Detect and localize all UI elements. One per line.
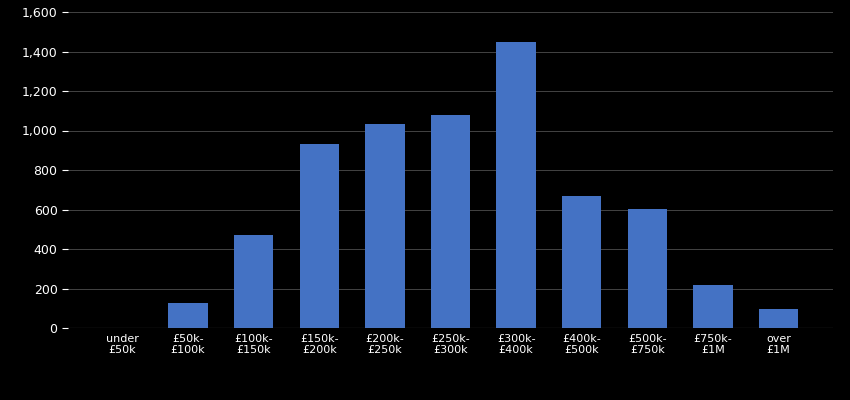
Bar: [759, 309, 798, 328]
Bar: [627, 208, 667, 328]
Bar: [431, 115, 470, 328]
Bar: [694, 284, 733, 328]
Bar: [366, 124, 405, 328]
Bar: [496, 42, 536, 328]
Bar: [562, 196, 602, 328]
Bar: [168, 303, 207, 328]
Bar: [234, 235, 274, 328]
Bar: [299, 144, 339, 328]
